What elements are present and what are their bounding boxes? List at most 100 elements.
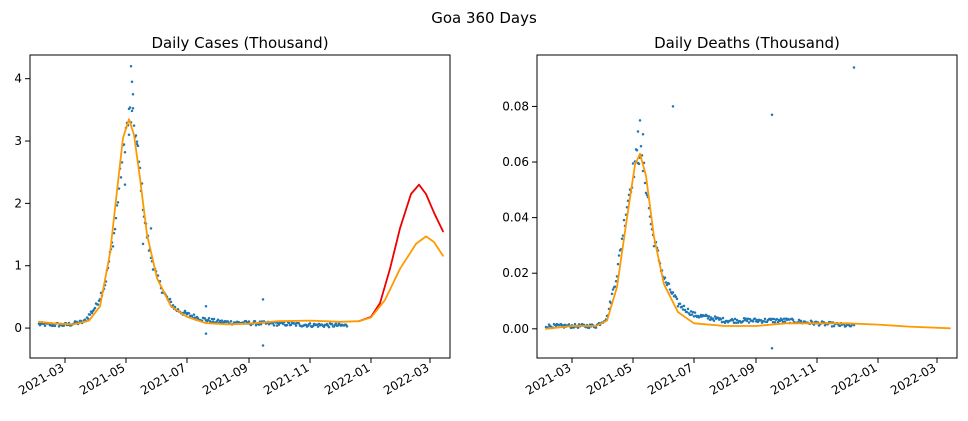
scatter-point xyxy=(671,105,675,108)
figure-suptitle: Goa 360 Days xyxy=(431,9,537,27)
plot-area-deaths: 0.00 0.02 0.04 0.06 0.08 2021-03 2021-05 2021-0… xyxy=(502,66,951,398)
scatter-point xyxy=(48,324,52,327)
scatter-point xyxy=(122,143,126,146)
scatter-point xyxy=(576,326,580,330)
scatter-point xyxy=(705,314,709,318)
scatter-point xyxy=(636,130,640,133)
scatter-point xyxy=(759,318,763,322)
x-tick-label: 2021-09 xyxy=(707,360,757,397)
y-tick-label: 1 xyxy=(14,259,22,273)
scatter-point xyxy=(117,187,121,190)
scatter-point xyxy=(141,242,145,246)
plot-frame xyxy=(536,54,958,359)
scatter-point xyxy=(247,320,251,323)
scatter-point xyxy=(742,317,746,320)
scatter-point xyxy=(135,140,139,143)
scatter-point xyxy=(182,311,186,315)
scatter-point xyxy=(693,311,697,314)
x-tick-label: 2022-01 xyxy=(322,360,372,397)
scatter-point xyxy=(204,332,208,335)
scatter-point xyxy=(721,316,725,320)
scatter-point xyxy=(663,276,667,279)
scatter-point xyxy=(171,303,175,307)
scatter-point xyxy=(127,133,131,137)
scatter-point xyxy=(635,148,639,152)
scatter-point xyxy=(652,244,656,248)
scatter-point xyxy=(53,324,57,328)
scatter-point xyxy=(43,324,47,328)
scatter-point xyxy=(622,218,626,222)
scatter-point xyxy=(852,66,856,69)
scatter-point xyxy=(690,313,694,316)
scatter-point xyxy=(271,322,275,325)
scatter-point xyxy=(709,316,713,319)
y-tick-label: 3 xyxy=(14,134,22,148)
scatter-point xyxy=(168,297,172,301)
scatter-point xyxy=(226,320,230,323)
x-tick-label: 2021-07 xyxy=(645,360,695,397)
scatter-point xyxy=(735,318,739,322)
scatter-point xyxy=(770,113,774,117)
scatter-point xyxy=(261,298,265,301)
scatter-point xyxy=(631,162,635,165)
scatter-point xyxy=(212,317,216,321)
scatter-point xyxy=(744,317,748,320)
scatter-point xyxy=(272,324,276,327)
scatter-point xyxy=(267,323,271,326)
scatter-point xyxy=(770,347,774,350)
scatter-point xyxy=(131,107,135,110)
scatter-point xyxy=(747,321,751,324)
scatter-point xyxy=(257,323,261,326)
x-tick-label: 2021-11 xyxy=(261,360,311,397)
scatter-point xyxy=(183,309,187,313)
scatter-point xyxy=(745,319,749,323)
chart-daily-deaths: Daily Deaths (Thousand) 0.00 0.02 0.04 0.06… xyxy=(502,34,958,398)
scatter-point xyxy=(308,322,312,325)
scatter-point xyxy=(716,316,720,319)
scatter-point xyxy=(88,313,92,316)
scatter-point xyxy=(713,315,717,318)
scatter-point xyxy=(689,310,693,313)
scatter-point xyxy=(123,150,127,154)
scatter-point xyxy=(832,324,836,328)
scatter-point xyxy=(130,109,134,113)
scatter-point xyxy=(204,305,208,308)
scatter-point xyxy=(561,324,565,327)
scatter-point xyxy=(686,307,690,311)
scatter-point xyxy=(775,317,779,321)
scatter-point xyxy=(190,314,194,318)
scatter-point xyxy=(711,317,715,320)
scatter-point xyxy=(671,291,675,294)
scatter-point xyxy=(719,318,723,321)
scatter-point xyxy=(741,320,745,323)
plot-frame xyxy=(29,54,451,359)
scatter-point xyxy=(732,321,736,325)
y-tick-label: 4 xyxy=(14,72,22,86)
scatter-point xyxy=(216,318,220,322)
scatter-point xyxy=(112,231,116,235)
y-tick-label: 0.04 xyxy=(502,211,529,225)
scatter-point xyxy=(708,318,712,322)
scatter-point xyxy=(334,322,338,325)
scatter-point xyxy=(830,325,834,328)
scatter-point xyxy=(783,320,787,323)
scatter-point xyxy=(327,325,331,329)
scatter-point xyxy=(787,318,791,321)
plot-area-cases: 0 1 2 3 4 2021-03 2021-05 2021-07 2021-09 2021-11… xyxy=(14,64,444,398)
scatter-point xyxy=(680,305,684,309)
scatter-point xyxy=(799,319,803,323)
scatter-point xyxy=(129,64,133,68)
scatter-point xyxy=(119,176,123,179)
scatter-point xyxy=(685,310,689,314)
scatter-point xyxy=(667,282,671,285)
scatter-point xyxy=(315,323,319,327)
scatter-point xyxy=(692,315,696,318)
scatter-point xyxy=(639,144,643,148)
scatter-point xyxy=(261,344,265,347)
scatter-point xyxy=(86,317,90,320)
scatter-point xyxy=(149,227,153,230)
scatter-point xyxy=(683,308,687,312)
scatter-point xyxy=(96,303,100,306)
scatter-point xyxy=(169,300,173,304)
